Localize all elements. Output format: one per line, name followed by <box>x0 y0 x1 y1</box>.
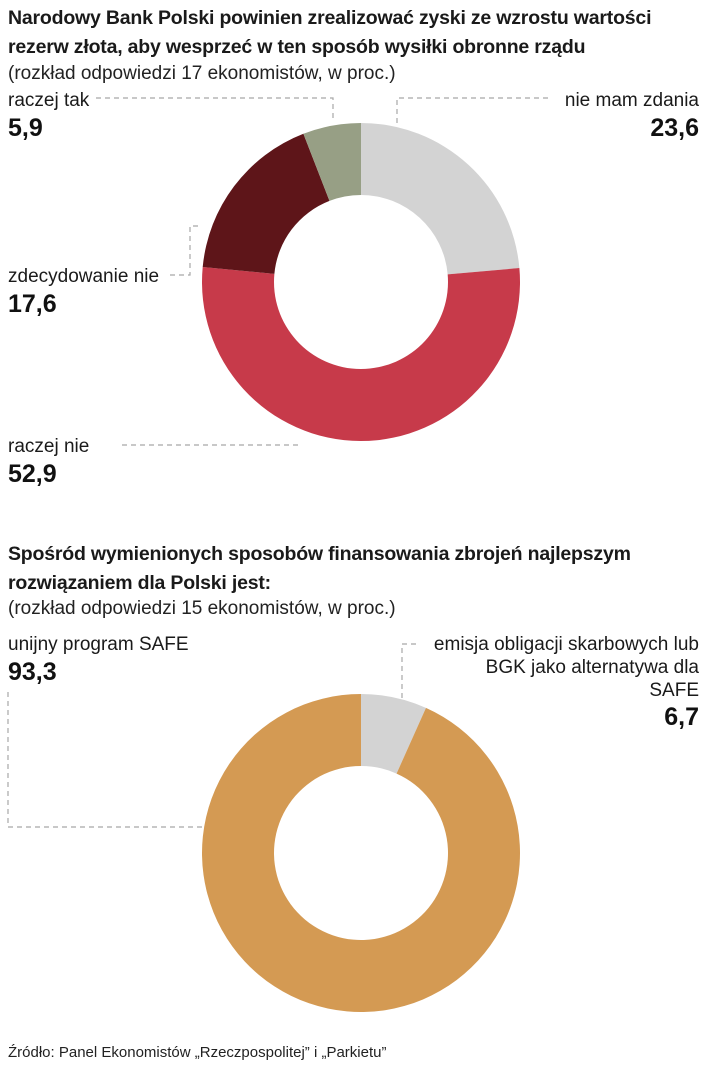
chart2-value-obligacje: 6,7 <box>664 703 699 731</box>
donut-slice-raczej-nie <box>202 267 520 441</box>
donut-slice-raczej-tak <box>303 123 361 201</box>
chart2-subtitle: (rozkład odpowiedzi 15 ekonomistów, w pr… <box>8 598 396 619</box>
leader-line-nie-mam-zdania <box>396 97 548 124</box>
chart1-value-zdecydowanie-nie: 17,6 <box>8 290 57 318</box>
donut-slice-emisja-obligacji-skarbowych-lub-bgk-jako-alternatywa-dla-safe <box>361 694 426 774</box>
leader-line-obligacje <box>401 643 416 702</box>
chart2-label-obligacje-line3: SAFE <box>649 680 699 701</box>
chart1-title: Narodowy Bank Polski powinien zrealizowa… <box>8 7 652 58</box>
chart2-value-safe: 93,3 <box>8 658 57 686</box>
chart1-value-nie-mam-zdania: 23,6 <box>650 114 699 142</box>
chart2-title: Spośród wymienionych sposobów finansowan… <box>8 543 631 594</box>
source-note: Źródło: Panel Ekonomistów „Rzeczpospolit… <box>8 1044 387 1061</box>
chart1-label-nie-mam-zdania: nie mam zdania <box>564 90 699 111</box>
leader-line-zdecydowanie-nie <box>170 225 200 276</box>
chart2-label-obligacje-line2: BGK jako alternatywa dla <box>485 657 699 678</box>
donut-chart-2 <box>202 694 521 1012</box>
donut-slice-zdecydowanie-nie <box>202 133 330 274</box>
donut-slice-unijny-program-safe <box>202 694 521 1012</box>
chart1-subtitle: (rozkład odpowiedzi 17 ekonomistów, w pr… <box>8 63 396 84</box>
chart1-value-raczej-nie: 52,9 <box>8 460 57 488</box>
chart2-label-safe: unijny program SAFE <box>8 634 189 655</box>
chart1-label-raczej-nie: raczej nie <box>8 436 90 457</box>
donut-chart-1 <box>202 123 520 441</box>
chart1-label-raczej-tak: raczej tak <box>8 90 90 111</box>
chart2-label-obligacje-line1: emisja obligacji skarbowych lub <box>433 634 699 655</box>
chart1-value-raczej-tak: 5,9 <box>8 114 43 142</box>
leader-line-safe <box>7 692 205 828</box>
donut-slice-nie-mam-zdania <box>361 123 520 275</box>
chart1-label-zdecydowanie-nie: zdecydowanie nie <box>8 266 160 287</box>
leader-lines <box>7 97 548 828</box>
leader-line-raczej-tak <box>96 97 334 122</box>
